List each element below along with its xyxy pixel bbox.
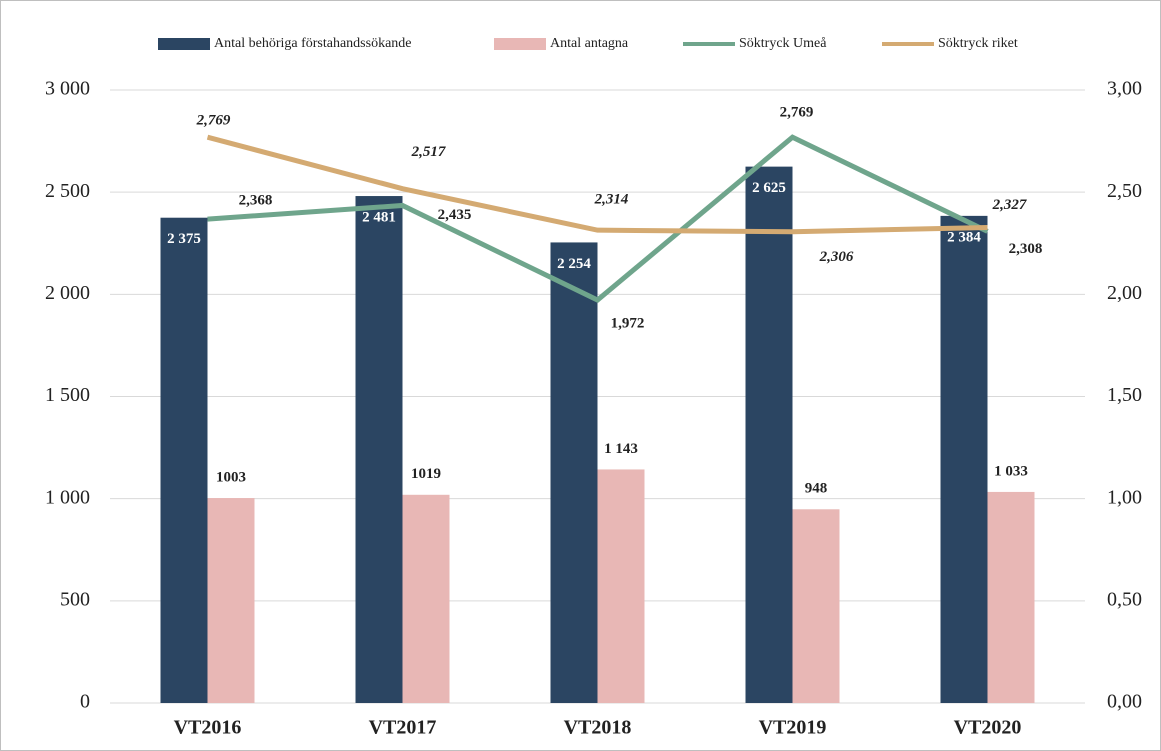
data-label: 2,327 (992, 197, 1027, 213)
y-tick-label: 2 000 (45, 282, 90, 304)
x-tick-label: VT2016 (174, 717, 242, 739)
data-label: 2,368 (239, 193, 273, 209)
data-label: 1003 (216, 469, 246, 485)
y-tick-label: 1 000 (45, 486, 90, 508)
data-label: 2,769 (780, 105, 814, 121)
data-label: 2 254 (557, 256, 591, 272)
x-tick-label: VT2020 (954, 717, 1022, 739)
bar (940, 215, 988, 704)
data-label: 2 481 (362, 209, 396, 225)
data-label: 1,972 (611, 315, 645, 331)
bar (987, 491, 1035, 703)
bar (402, 494, 450, 703)
bar (160, 217, 208, 704)
data-label: 2,517 (411, 144, 446, 160)
y-tick-label: 2 500 (45, 180, 90, 202)
y2-tick-label: 0,50 (1107, 588, 1142, 610)
y2-tick-label: 0,00 (1107, 691, 1142, 713)
bar (792, 509, 840, 703)
data-label: 2,306 (819, 249, 854, 265)
bar (355, 196, 403, 703)
y-tick-label: 0 (80, 691, 90, 713)
legend-marker (158, 38, 210, 50)
bar (207, 498, 255, 703)
x-tick-label: VT2019 (759, 717, 827, 739)
data-label: 1019 (411, 466, 441, 482)
y-tick-label: 1 500 (45, 384, 90, 406)
data-label: 2,314 (594, 192, 629, 208)
y-tick-label: 500 (60, 588, 90, 610)
data-label: 2 384 (947, 229, 981, 245)
y2-tick-label: 3,00 (1107, 78, 1142, 100)
bar (550, 242, 598, 703)
data-label: 2 625 (752, 180, 786, 196)
bar (745, 166, 793, 703)
data-label: 948 (805, 481, 828, 497)
line (206, 134, 988, 235)
y-tick-label: 3 000 (45, 78, 90, 100)
x-tick-label: VT2018 (564, 717, 632, 739)
data-label: 2,769 (196, 113, 231, 129)
data-label: 2 375 (167, 231, 201, 247)
data-label: 2,435 (438, 207, 472, 223)
legend-label: Söktryck riket (938, 36, 1018, 51)
data-label: 1 033 (994, 463, 1028, 479)
y2-tick-label: 1,50 (1107, 384, 1142, 406)
y2-tick-label: 2,50 (1107, 180, 1142, 202)
bar (597, 469, 645, 703)
x-tick-label: VT2017 (369, 717, 437, 739)
y2-tick-label: 2,00 (1107, 282, 1142, 304)
legend-label: Antal behöriga förstahandssökande (214, 36, 412, 51)
y2-tick-label: 1,00 (1107, 486, 1142, 508)
legend-label: Söktryck Umeå (739, 36, 827, 51)
legend-label: Antal antagna (550, 36, 629, 51)
data-label: 2,308 (1009, 241, 1043, 257)
legend-marker (494, 38, 546, 50)
line (207, 134, 989, 304)
data-label: 1 143 (604, 441, 638, 457)
